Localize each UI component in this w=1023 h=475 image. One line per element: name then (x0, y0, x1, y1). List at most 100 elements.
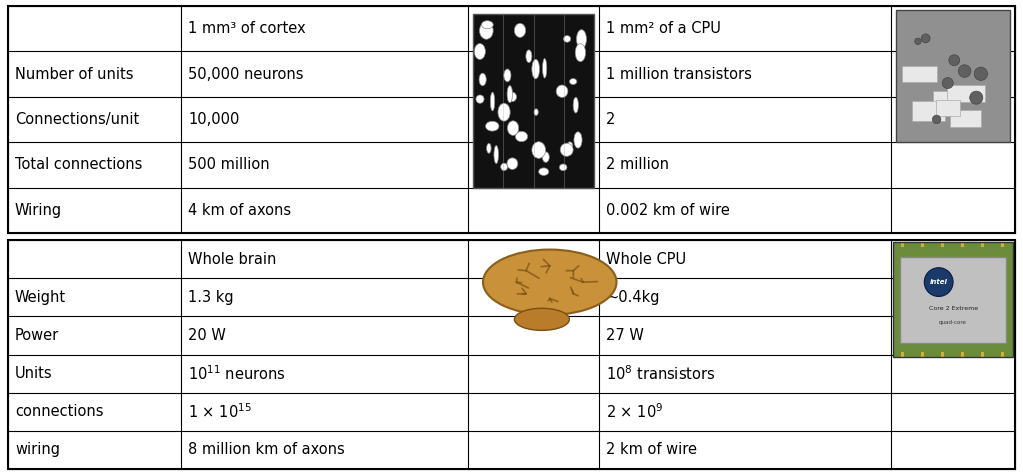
Bar (893, 242, 1013, 357)
Ellipse shape (570, 78, 577, 85)
Bar (901, 352, 904, 357)
Ellipse shape (498, 103, 510, 121)
Text: Power: Power (15, 328, 59, 343)
Ellipse shape (542, 58, 546, 78)
Ellipse shape (500, 163, 507, 171)
Ellipse shape (557, 85, 568, 97)
Bar (981, 352, 984, 357)
Ellipse shape (575, 44, 585, 62)
Ellipse shape (508, 92, 517, 102)
Text: Connections/unit: Connections/unit (15, 112, 139, 127)
Text: wiring: wiring (15, 442, 60, 457)
Text: Weight: Weight (15, 290, 66, 305)
Circle shape (925, 268, 953, 296)
Text: Total connections: Total connections (15, 157, 142, 172)
Bar (933, 91, 953, 108)
Bar (936, 100, 961, 116)
Text: 2: 2 (606, 112, 616, 127)
Ellipse shape (573, 97, 578, 113)
Bar (901, 242, 904, 247)
Circle shape (959, 65, 971, 77)
Text: 10$^{11}$ neurons: 10$^{11}$ neurons (188, 364, 285, 383)
Text: Number of units: Number of units (15, 66, 133, 82)
Text: 1.3 kg: 1.3 kg (188, 290, 234, 305)
Text: 10,000: 10,000 (188, 112, 239, 127)
Bar (893, 242, 1013, 357)
Circle shape (942, 77, 953, 88)
Bar (902, 66, 937, 82)
Bar (941, 352, 944, 357)
Ellipse shape (482, 21, 493, 28)
Ellipse shape (515, 23, 526, 38)
Ellipse shape (574, 132, 582, 148)
Ellipse shape (494, 145, 498, 163)
Ellipse shape (483, 249, 617, 315)
Ellipse shape (561, 143, 573, 156)
Bar (896, 10, 1010, 142)
Ellipse shape (539, 168, 548, 175)
Bar (900, 257, 1006, 343)
Circle shape (970, 91, 983, 104)
Text: 27 W: 27 W (606, 328, 644, 343)
Ellipse shape (532, 59, 539, 79)
Text: 1 × 10$^{15}$: 1 × 10$^{15}$ (188, 402, 252, 421)
Ellipse shape (476, 95, 484, 103)
Ellipse shape (577, 30, 586, 48)
Text: 1 mm³ of cortex: 1 mm³ of cortex (188, 21, 306, 36)
Ellipse shape (516, 132, 528, 142)
Ellipse shape (526, 50, 532, 63)
Bar (961, 352, 964, 357)
Ellipse shape (480, 22, 493, 39)
Text: 1 million transistors: 1 million transistors (606, 66, 752, 82)
Ellipse shape (486, 121, 499, 131)
Text: 10$^{8}$ transistors: 10$^{8}$ transistors (606, 364, 715, 383)
Bar (8, 240, 1015, 469)
Circle shape (974, 67, 987, 80)
Bar (8, 6, 1015, 233)
Text: 2 million: 2 million (606, 157, 669, 172)
Ellipse shape (532, 142, 545, 158)
Text: connections: connections (15, 404, 103, 419)
Bar (1002, 352, 1004, 357)
Text: 20 W: 20 W (188, 328, 226, 343)
Bar (941, 242, 944, 247)
Bar (1002, 242, 1004, 247)
Text: 1 mm² of a CPU: 1 mm² of a CPU (606, 21, 721, 36)
Text: 0.002 km of wire: 0.002 km of wire (606, 203, 730, 218)
Bar (950, 110, 981, 127)
Bar (474, 14, 594, 188)
Ellipse shape (504, 69, 510, 82)
Bar (474, 14, 594, 188)
Text: ~0.4kg: ~0.4kg (606, 290, 660, 305)
Ellipse shape (490, 92, 495, 111)
Text: 2 × 10$^{9}$: 2 × 10$^{9}$ (606, 402, 664, 421)
Bar (947, 86, 985, 102)
Ellipse shape (507, 121, 519, 135)
Circle shape (949, 55, 960, 66)
Ellipse shape (507, 158, 518, 170)
Text: 2 km of wire: 2 km of wire (606, 442, 697, 457)
Ellipse shape (542, 152, 549, 162)
Ellipse shape (515, 308, 570, 331)
Text: 50,000 neurons: 50,000 neurons (188, 66, 304, 82)
Ellipse shape (560, 164, 567, 171)
Circle shape (932, 115, 941, 124)
Text: quad-core: quad-core (939, 320, 967, 324)
Ellipse shape (507, 86, 513, 103)
Ellipse shape (567, 142, 573, 150)
Bar (921, 242, 924, 247)
Ellipse shape (534, 109, 538, 115)
Text: intel: intel (930, 279, 947, 285)
Text: Units: Units (15, 366, 52, 381)
Bar (921, 352, 924, 357)
Ellipse shape (564, 36, 571, 42)
Circle shape (915, 38, 921, 45)
Bar (913, 101, 944, 121)
Text: 4 km of axons: 4 km of axons (188, 203, 292, 218)
Circle shape (922, 34, 930, 43)
Bar (896, 10, 1010, 142)
Ellipse shape (475, 44, 485, 59)
Bar (961, 242, 964, 247)
Text: Core 2 Extreme: Core 2 Extreme (929, 306, 978, 311)
Text: Wiring: Wiring (15, 203, 62, 218)
